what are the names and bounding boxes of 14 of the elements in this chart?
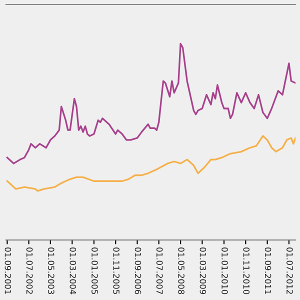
x-tick-label: 01.09.2001: [4, 247, 12, 294]
x-tick-label: 01.07.2002: [26, 247, 33, 294]
x-tick-label: 01.09.2011: [264, 247, 272, 294]
x-tick-label: 01.01.2010: [222, 247, 228, 294]
x-tick-label: 01.07.2012: [286, 247, 293, 294]
x-tick-label: 01.11.2010: [243, 247, 250, 294]
x-tick-label: 01.05.2003: [48, 247, 54, 294]
x-tick-label: 01.11.2005: [113, 247, 120, 294]
x-tick-label: 01.05.2008: [178, 247, 184, 294]
x-tick-label: 01.01.2005: [92, 247, 98, 294]
x-tick-label: 01.03.2009: [200, 247, 206, 294]
x-tick-label: 01.07.2007: [156, 247, 163, 294]
x-tick-label: 01.09.2006: [134, 247, 142, 294]
x-tick-label: 01.03.2004: [70, 247, 76, 294]
